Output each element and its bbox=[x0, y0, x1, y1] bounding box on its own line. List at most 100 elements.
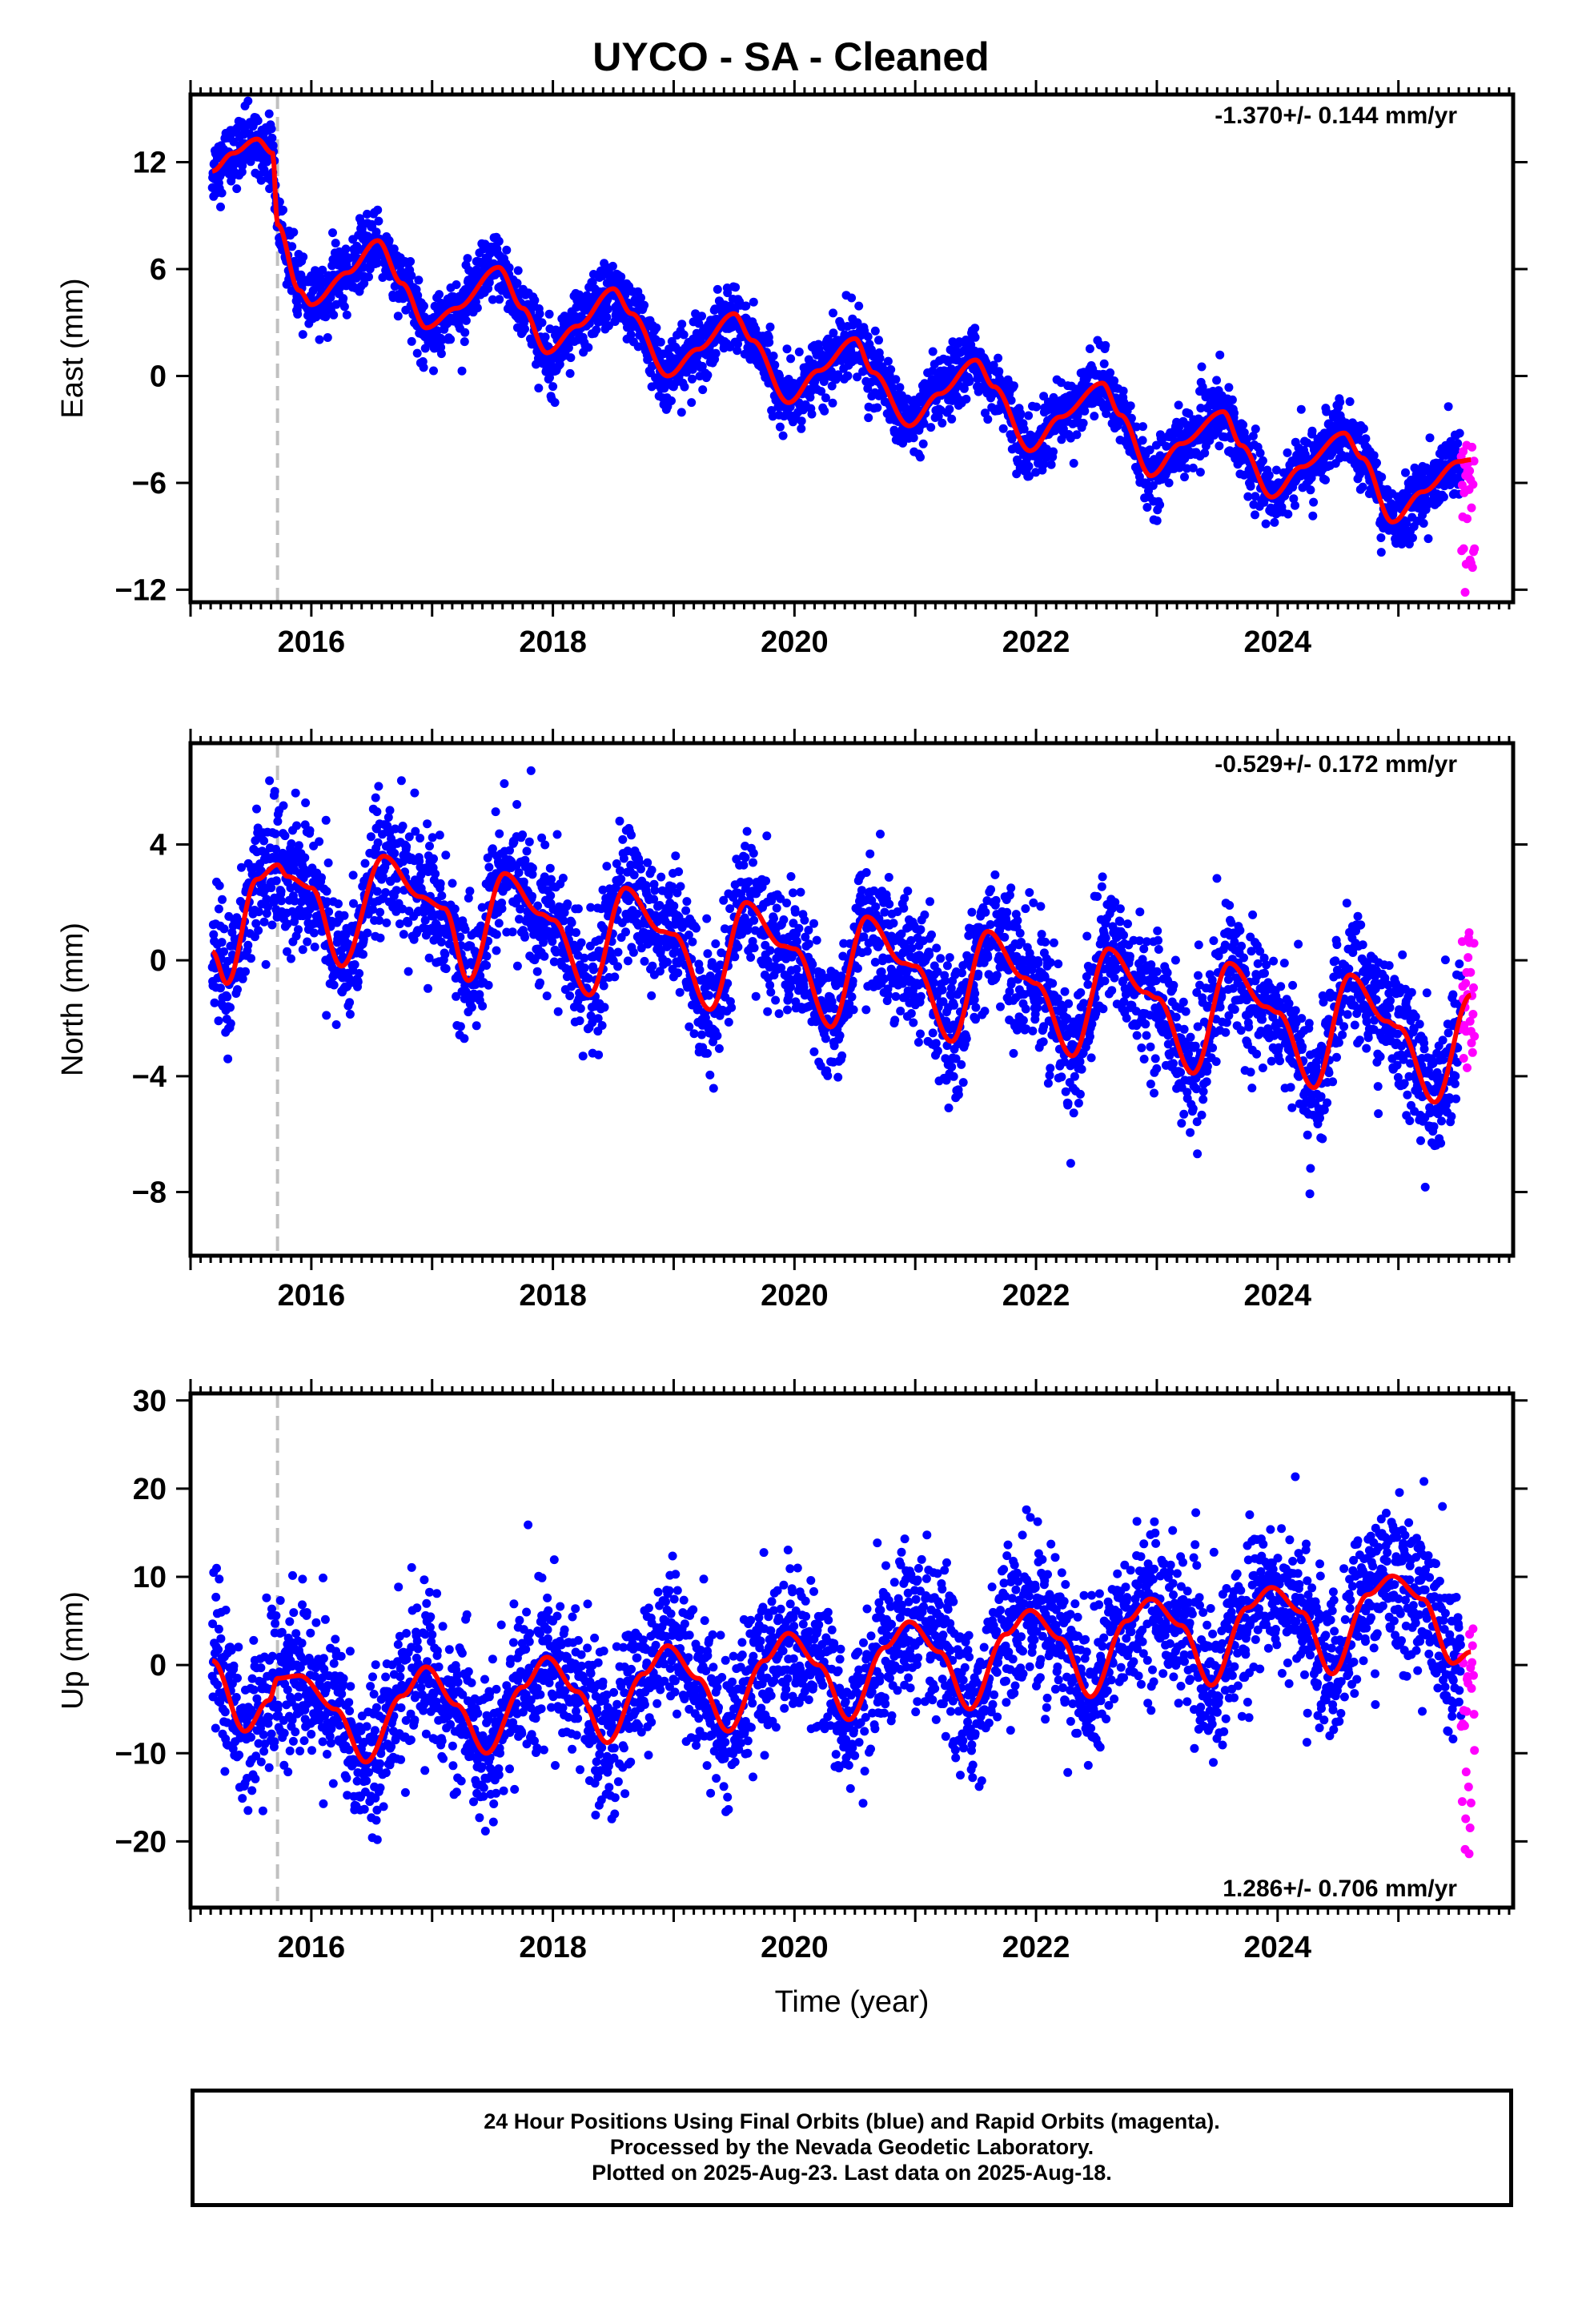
data-point-final bbox=[1261, 519, 1271, 529]
data-point-final bbox=[513, 266, 523, 275]
data-point-final bbox=[1307, 426, 1317, 436]
data-point-final bbox=[407, 336, 416, 346]
data-point-final bbox=[1118, 386, 1128, 396]
data-point-final bbox=[1009, 381, 1018, 391]
data-point-final bbox=[1376, 548, 1386, 557]
data-point-final bbox=[393, 312, 403, 321]
data-point-final bbox=[460, 1034, 469, 1043]
data-point-final bbox=[406, 257, 416, 266]
data-point-final bbox=[494, 919, 504, 928]
data-point-final bbox=[214, 904, 223, 914]
data-point-final bbox=[656, 337, 665, 347]
data-point-rapid bbox=[1460, 588, 1470, 597]
data-point-final bbox=[372, 259, 382, 267]
data-point-final bbox=[1230, 408, 1239, 418]
data-point-final bbox=[962, 394, 971, 404]
data-point-final bbox=[621, 927, 630, 937]
data-point-final bbox=[518, 830, 528, 839]
data-point-final bbox=[1099, 359, 1109, 368]
data-point-final bbox=[711, 348, 721, 358]
x-tick-label: 2022 bbox=[1002, 625, 1070, 659]
data-point-final bbox=[567, 918, 576, 927]
data-point-final bbox=[339, 911, 349, 920]
data-point-final bbox=[564, 343, 573, 352]
data-point-final bbox=[512, 961, 522, 971]
data-point-final bbox=[315, 837, 324, 846]
data-point-final bbox=[829, 328, 838, 338]
data-point-final bbox=[970, 332, 980, 342]
data-point-final bbox=[355, 969, 364, 978]
data-point-final bbox=[770, 360, 780, 370]
data-point-final bbox=[329, 980, 339, 990]
data-point-final bbox=[331, 239, 340, 248]
velocity-annotation: -1.370+/- 0.144 mm/yr bbox=[1215, 103, 1457, 129]
data-point-final bbox=[293, 309, 303, 319]
data-point-final bbox=[703, 949, 713, 959]
data-point-final bbox=[919, 419, 929, 428]
data-point-final bbox=[603, 304, 612, 314]
data-point-final bbox=[298, 945, 307, 955]
data-point-final bbox=[279, 205, 287, 215]
data-point-final bbox=[463, 254, 472, 263]
data-point-final bbox=[310, 943, 319, 951]
data-point-final bbox=[391, 886, 401, 895]
data-point-final bbox=[1246, 481, 1255, 491]
data-point-final bbox=[214, 1016, 223, 1026]
data-point-final bbox=[318, 265, 327, 275]
data-point-final bbox=[553, 1007, 563, 1016]
data-point-final bbox=[650, 886, 660, 895]
data-point-final bbox=[384, 235, 394, 245]
data-point-rapid bbox=[1463, 514, 1472, 524]
data-point-final bbox=[1126, 413, 1136, 423]
data-point-final bbox=[1239, 420, 1248, 429]
data-point-final bbox=[484, 862, 494, 872]
data-point-final bbox=[359, 279, 369, 288]
data-point-final bbox=[667, 396, 676, 405]
data-point-final bbox=[565, 991, 575, 1000]
data-point-final bbox=[688, 374, 697, 384]
data-point-final bbox=[252, 804, 261, 814]
data-point-final bbox=[938, 418, 947, 428]
data-point-final bbox=[749, 297, 758, 307]
data-point-final bbox=[1019, 424, 1029, 434]
data-point-final bbox=[243, 940, 253, 950]
data-point-final bbox=[697, 1030, 706, 1039]
data-point-final bbox=[334, 899, 343, 909]
data-point-final bbox=[703, 1048, 712, 1058]
data-point-final bbox=[279, 801, 288, 810]
data-point-final bbox=[1174, 400, 1183, 410]
data-point-final bbox=[276, 887, 286, 896]
data-point-final bbox=[1335, 397, 1345, 407]
data-point-final bbox=[828, 398, 837, 408]
data-point-final bbox=[891, 375, 901, 384]
data-point-final bbox=[399, 930, 408, 939]
data-point-final bbox=[315, 335, 324, 344]
data-point-final bbox=[259, 917, 269, 927]
data-point-final bbox=[241, 967, 250, 976]
data-point-final bbox=[769, 352, 778, 360]
data-point-final bbox=[681, 906, 691, 915]
data-point-final bbox=[342, 310, 351, 320]
data-point-final bbox=[682, 897, 692, 907]
data-point-rapid bbox=[1468, 480, 1478, 489]
panel-plot-area bbox=[207, 94, 1480, 602]
data-point-final bbox=[916, 452, 925, 462]
data-point-final bbox=[578, 1051, 588, 1061]
data-point-final bbox=[254, 907, 263, 917]
data-point-final bbox=[441, 850, 451, 860]
data-point-final bbox=[1291, 501, 1299, 510]
data-point-final bbox=[410, 788, 420, 798]
data-point-final bbox=[436, 937, 446, 947]
data-point-final bbox=[641, 881, 651, 891]
data-point-final bbox=[431, 869, 440, 879]
data-point-final bbox=[460, 328, 470, 337]
y-tick-label: 6 bbox=[150, 253, 167, 287]
data-point-final bbox=[584, 343, 593, 352]
data-point-final bbox=[1258, 456, 1267, 465]
data-point-final bbox=[217, 188, 227, 198]
data-point-final bbox=[247, 954, 255, 963]
data-point-final bbox=[264, 109, 274, 119]
data-point-final bbox=[751, 324, 761, 334]
data-point-final bbox=[215, 881, 224, 891]
data-point-final bbox=[1453, 439, 1463, 448]
